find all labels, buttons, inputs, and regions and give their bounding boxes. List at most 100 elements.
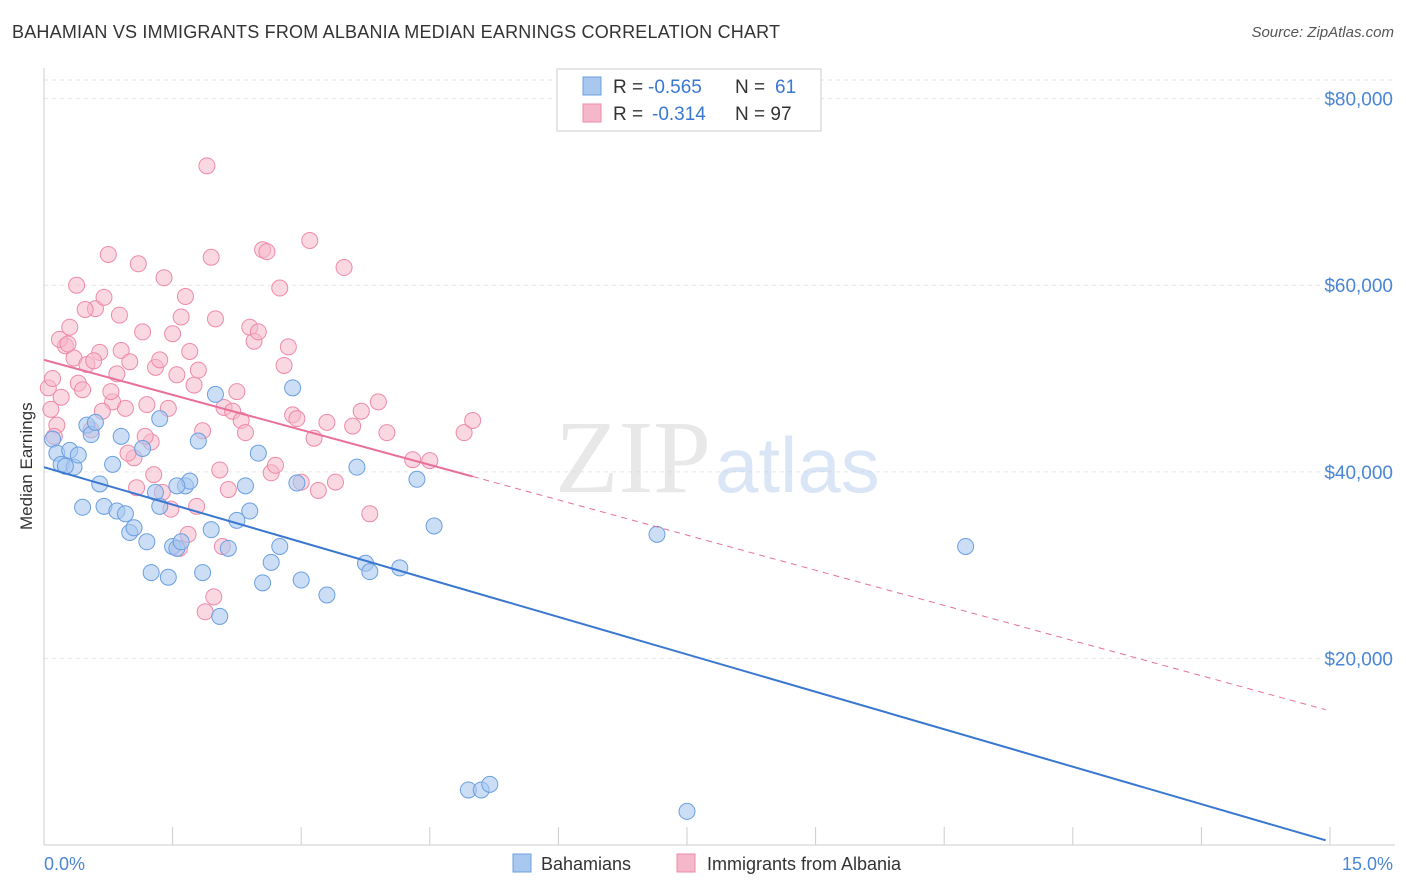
y-tick-label: $20,000 (1324, 649, 1393, 670)
data-point-albania (112, 342, 130, 360)
watermark: ZIP atlas (555, 400, 880, 515)
data-point-bahamians (125, 519, 143, 537)
legend-n-label-1: N = (735, 77, 765, 98)
data-point-albania (301, 231, 319, 249)
data-point-albania (121, 353, 139, 371)
data-point-albania (326, 473, 344, 491)
data-point-bahamians (74, 498, 92, 516)
bottom-legend-swatch-bahamians (512, 853, 532, 873)
trend-lines (43, 358, 1326, 842)
data-point-bahamians (254, 574, 272, 592)
data-point-bahamians (262, 553, 280, 571)
data-point-bahamians (284, 379, 302, 397)
data-point-albania (361, 505, 379, 523)
data-point-bahamians (104, 455, 122, 473)
data-point-bahamians (481, 775, 499, 793)
data-point-albania (128, 479, 146, 497)
legend-r-label-1: R = (613, 77, 643, 98)
data-point-bahamians (86, 413, 104, 431)
data-point-bahamians (112, 427, 130, 445)
y-axis-label: Median Earnings (17, 402, 36, 530)
bottom-legend-albania: Immigrants from Albania (707, 854, 902, 874)
bottom-legend-swatch-albania (676, 853, 696, 873)
data-point-bahamians (211, 607, 229, 625)
data-point-bahamians (648, 525, 666, 543)
data-point-albania (168, 366, 186, 384)
data-point-albania (369, 393, 387, 411)
data-point-albania (219, 481, 237, 499)
data-point-albania (205, 588, 223, 606)
data-point-albania (42, 400, 60, 418)
data-point-bahamians (134, 440, 152, 458)
data-point-bahamians (391, 559, 409, 577)
data-point-albania (119, 444, 137, 462)
data-point-bahamians (241, 502, 259, 520)
data-point-albania (102, 383, 120, 401)
data-point-albania (279, 338, 297, 356)
x-tick-label: 15.0% (1342, 854, 1393, 874)
legend-n-value-1: 61 (775, 77, 796, 98)
data-point-albania (74, 381, 92, 399)
data-point-bahamians (249, 444, 267, 462)
data-point-bahamians (151, 410, 169, 428)
series-albania-points (39, 157, 482, 621)
y-tick-labels: $20,000 $40,000 $60,000 $80,000 (1324, 90, 1393, 671)
data-point-bahamians (202, 521, 220, 539)
data-point-albania (68, 276, 86, 294)
data-point-bahamians (189, 432, 207, 450)
data-point-albania (172, 308, 190, 326)
chart-title: BAHAMIAN VS IMMIGRANTS FROM ALBANIA MEDI… (12, 22, 781, 42)
data-point-albania (455, 424, 473, 442)
data-point-albania (110, 306, 128, 324)
data-point-bahamians (172, 533, 190, 551)
data-point-albania (275, 356, 293, 374)
series-bahamians-points (44, 379, 975, 820)
y-tick-label: $60,000 (1324, 276, 1393, 297)
data-point-albania (318, 413, 336, 431)
bottom-legend: Bahamians Immigrants from Albania (512, 853, 902, 874)
data-point-albania (99, 245, 117, 263)
trend-line-bahamians (43, 466, 1326, 842)
x-tick-labels: 0.0% 15.0% (44, 854, 1393, 874)
legend-swatch-albania (582, 103, 602, 123)
watermark-zip: ZIP (555, 400, 711, 515)
data-point-albania (44, 370, 62, 388)
legend: R = -0.565 N = 61 R = -0.314 N = 97 (556, 68, 822, 132)
data-point-albania (185, 376, 203, 394)
data-point-albania (129, 255, 147, 273)
grid-lines (44, 79, 1395, 659)
data-point-albania (145, 466, 163, 484)
data-point-albania (151, 351, 169, 369)
data-point-bahamians (168, 477, 186, 495)
data-point-bahamians (206, 385, 224, 403)
data-point-bahamians (292, 571, 310, 589)
legend-r-value-2: -0.314 (652, 104, 706, 125)
data-point-bahamians (69, 446, 87, 464)
axes (43, 68, 1395, 846)
data-point-albania (196, 603, 214, 621)
x-tick-label: 0.0% (44, 854, 85, 874)
data-point-bahamians (678, 802, 696, 820)
legend-n-label-2: N = 97 (735, 104, 792, 125)
data-point-bahamians (348, 458, 366, 476)
watermark-atlas: atlas (715, 421, 880, 509)
data-point-bahamians (236, 477, 254, 495)
data-point-albania (266, 456, 284, 474)
data-point-albania (258, 243, 276, 261)
data-point-albania (228, 383, 246, 401)
data-point-albania (335, 259, 353, 277)
data-point-albania (378, 424, 396, 442)
data-point-bahamians (194, 564, 212, 582)
data-point-albania (211, 461, 229, 479)
data-point-albania (76, 301, 94, 318)
data-point-albania (61, 318, 79, 336)
data-point-albania (464, 412, 482, 430)
data-point-bahamians (361, 563, 379, 581)
data-point-albania (176, 287, 194, 305)
y-tick-label: $80,000 (1324, 90, 1393, 111)
data-point-bahamians (318, 586, 336, 604)
data-point-bahamians (408, 470, 426, 488)
y-tick-label: $40,000 (1324, 463, 1393, 484)
data-point-albania (85, 352, 103, 370)
